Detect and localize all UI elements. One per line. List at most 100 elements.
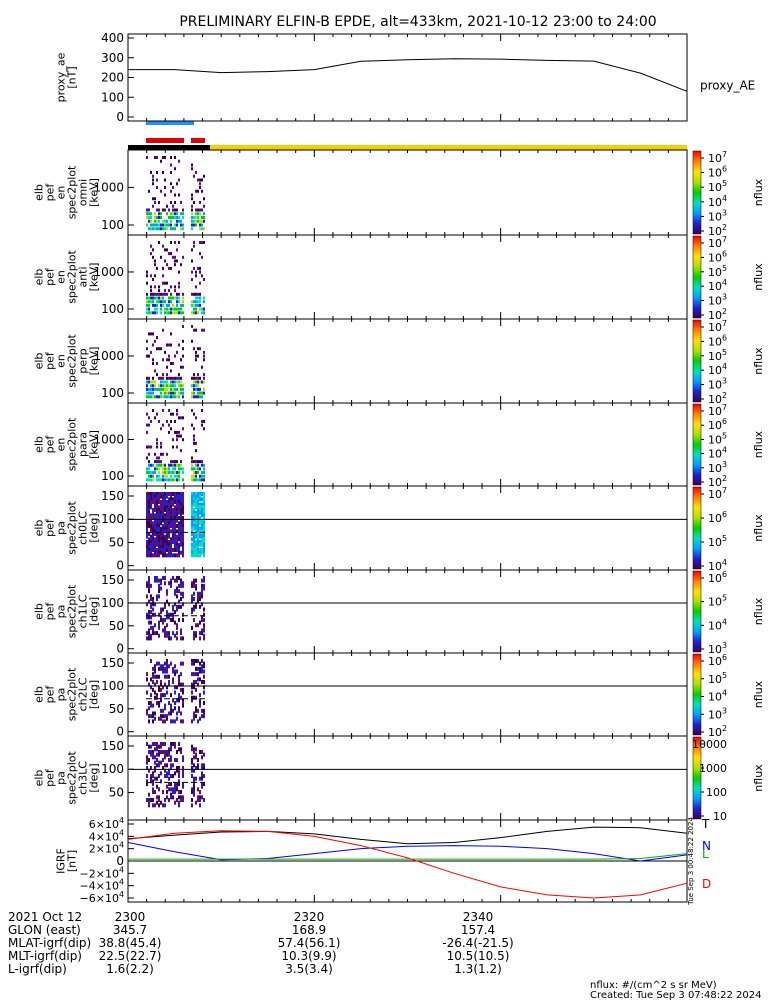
spectrogram-pixel — [197, 542, 199, 547]
spectrogram-pixel — [170, 612, 172, 617]
spectrogram-pixel — [168, 384, 170, 388]
spectrogram-pixel — [146, 529, 148, 534]
spectrogram-pixel — [180, 711, 182, 716]
spectrogram-pixel — [199, 516, 201, 520]
spectrogram-pixel — [170, 460, 172, 464]
spectrogram-pixel — [168, 532, 170, 536]
spectrogram-pixel — [154, 524, 156, 528]
spectrogram-pixel — [191, 685, 193, 690]
spectrogram-pixel — [201, 776, 203, 781]
spectrogram-pixel — [180, 513, 182, 518]
spectrogram-pixel — [193, 633, 195, 638]
spectrogram-pixel — [146, 296, 148, 300]
spectrogram-pixel — [180, 636, 182, 641]
spectrogram-pixel — [158, 760, 160, 765]
spectrogram-pixel — [146, 631, 148, 636]
spectrogram-pixel — [178, 416, 180, 420]
spectrogram-pixel — [156, 695, 158, 700]
cbar-tick-label: 102 — [708, 474, 727, 489]
spectrogram-pixel — [195, 384, 197, 388]
spectrogram-pixel — [178, 782, 180, 786]
spectrogram-pixel — [172, 790, 174, 794]
spectrogram-pixel — [195, 680, 197, 684]
spectrogram-pixel — [178, 300, 180, 304]
spectrogram-pixel — [166, 690, 168, 695]
spectrogram-pixel — [166, 532, 168, 536]
spectrogram-pixel — [150, 540, 152, 544]
spectrogram-pixel — [152, 703, 154, 708]
spectrogram-pixel — [197, 518, 199, 523]
spectrogram-pixel — [168, 711, 170, 716]
spectrogram-pixel — [178, 706, 180, 711]
spectrogram-pixel — [168, 602, 170, 607]
spectrogram-pixel — [201, 708, 203, 713]
spectrogram-pixel — [193, 174, 195, 178]
spectrogram-pixel — [201, 216, 203, 219]
spectrogram-pixel — [146, 534, 148, 539]
spectrogram-pixel — [195, 548, 197, 552]
spectrogram-pixel — [146, 471, 148, 475]
spectrogram-pixel — [162, 380, 164, 384]
spectrogram-pixel — [172, 186, 174, 189]
spectrogram-pixel — [201, 311, 203, 315]
spectrogram-pixel — [182, 255, 184, 259]
spectrogram-pixel — [193, 604, 195, 609]
spectrogram-pixel — [162, 790, 164, 794]
spectrogram-pixel — [168, 266, 170, 270]
spectrogram-pixel — [148, 516, 150, 520]
spectrogram-pixel — [154, 716, 156, 721]
spectrogram-pixel — [160, 502, 162, 507]
spectrogram-pixel — [182, 497, 184, 502]
spectrogram-pixel — [156, 463, 158, 467]
spectrogram-pixel — [164, 553, 166, 558]
spectrogram-pixel — [158, 623, 160, 628]
spectrogram-pixel — [160, 505, 162, 510]
spectrogram-pixel — [178, 474, 180, 478]
spectrogram-pixel — [178, 343, 180, 347]
spectrogram-pixel — [154, 623, 156, 628]
spectrogram-pixel — [180, 311, 182, 315]
spectrogram-pixel — [170, 311, 172, 315]
spectrogram-pixel — [146, 423, 148, 427]
spectrogram-pixel — [160, 550, 162, 555]
spectrogram-pixel — [170, 792, 172, 797]
igrf-legend-D: D — [702, 877, 711, 891]
spectrogram-pixel — [152, 628, 154, 633]
spectrogram-pixel — [172, 460, 174, 464]
spectrogram-pixel — [162, 576, 164, 580]
spectrogram-pixel — [193, 597, 195, 601]
spectrogram-pixel — [203, 674, 205, 679]
spectrogram-pixel — [150, 463, 152, 467]
spectrogram-pixel — [203, 296, 205, 300]
spectrogram-pixel — [191, 698, 193, 703]
spectrogram-pixel — [152, 516, 154, 520]
spectrogram-pixel — [178, 553, 180, 558]
spectrogram-pixel — [174, 602, 176, 607]
spectrogram-pixel — [150, 223, 152, 227]
spectrogram-pixel — [170, 478, 172, 482]
spectrogram-pixel — [180, 719, 182, 724]
y-axis-label: perp — [77, 348, 90, 373]
spectrogram-pixel — [158, 716, 160, 721]
spectrogram-pixel — [176, 540, 178, 544]
y-axis-label: anti — [77, 266, 90, 287]
spectrogram-pixel — [148, 227, 150, 231]
spectrogram-pixel — [162, 376, 164, 380]
spectrogram-pixel — [199, 798, 201, 802]
cbar-tick-label: 103 — [708, 641, 727, 656]
spectrogram-pixel — [182, 303, 184, 307]
spectrogram-pixel — [203, 219, 205, 223]
spectrogram-pixel — [158, 787, 160, 792]
spectrogram-pixel — [182, 347, 184, 351]
spectrogram-pixel — [170, 362, 172, 365]
spectrogram-pixel — [162, 156, 164, 159]
spectrogram-pixel — [176, 787, 178, 792]
spectrogram-pixel — [164, 628, 166, 633]
y-tick-label: 400 — [101, 31, 124, 45]
spectrogram-pixel — [164, 719, 166, 724]
spectrogram-pixel — [174, 782, 176, 786]
cbar-label: nflux — [752, 680, 765, 708]
spectrogram-pixel — [160, 714, 162, 719]
spectrogram-pixel — [152, 771, 154, 776]
spectrogram-pixel — [164, 395, 166, 399]
